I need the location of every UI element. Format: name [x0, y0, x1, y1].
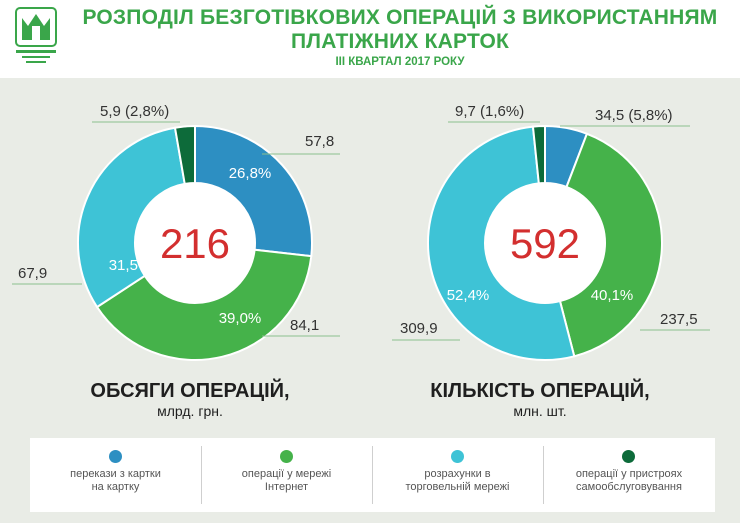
legend-swatch	[109, 450, 122, 463]
legend-label-line-2: торговельній мережі	[405, 481, 510, 493]
chart-1-title: ОБСЯГИ ОПЕРАЦІЙ,	[90, 380, 290, 402]
legend-item-self-service: операції у пристроях самообслуговування	[543, 438, 715, 512]
donut-charts: 216 26,8% 39,0% 31,5% 57,8 84,1 67,9 5,9 (2,8%)…	[12, 103, 710, 361]
page-subtitle: ІІІ КВАРТАЛ 2017 РОКУ	[335, 56, 465, 68]
header: РОЗПОДІЛ БЕЗГОТІВКОВИХ ОПЕРАЦІЙ З ВИКОРИ…	[0, 0, 740, 78]
title-line-2: ПЛАТІЖНИХ КАРТОК	[290, 30, 510, 53]
value-label-self-service: 5,9 (2,8%)	[100, 103, 169, 120]
chart-2-title: КІЛЬКІСТЬ ОПЕРАЦІЙ,	[430, 380, 650, 402]
legend-label-line-1: операції у пристроях	[575, 468, 683, 480]
legend-divider	[543, 446, 544, 504]
percent-label-retail: 31,5%	[109, 257, 152, 274]
legend-divider	[201, 446, 202, 504]
legend-label-line-2: Інтернет	[264, 481, 309, 493]
legend: перекази з картки на картку операції у м…	[30, 438, 715, 512]
legend-label-line-1: перекази з картки	[70, 468, 161, 480]
value-label-internet: 84,1	[290, 317, 319, 334]
value-label-card-to-card: 57,8	[305, 133, 334, 150]
legend-item-card-to-card: перекази з картки на картку	[30, 438, 201, 512]
percent-label-card-to-card: 26,8%	[229, 165, 272, 182]
value-label-retail: 309,9	[400, 320, 438, 337]
legend-label: перекази з картки на картку	[30, 468, 201, 494]
value-label-internet: 237,5	[660, 311, 698, 328]
legend-divider	[372, 446, 373, 504]
donut-chart-2: 592 40,1% 52,4% 34,5 (5,8%) 237,5 309,9 9,7 (1…	[392, 103, 710, 361]
title-line-1: РОЗПОДІЛ БЕЗГОТІВКОВИХ ОПЕРАЦІЙ З ВИКОРИ…	[82, 6, 718, 29]
legend-label-line-2: на картку	[91, 481, 140, 493]
chart-2-unit: млн. шт.	[513, 403, 567, 419]
legend-label-line-1: розрахунки в	[424, 468, 491, 480]
chart-total: 592	[510, 220, 580, 267]
donut-center	[135, 183, 255, 303]
percent-label-internet: 40,1%	[591, 287, 634, 304]
legend-label: операції у мережі Інтернет	[201, 468, 372, 494]
legend-label: розрахунки в торговельній мережі	[372, 468, 543, 494]
chart-total: 216	[160, 220, 230, 267]
legend-label-line-2: самообслуговування	[576, 481, 682, 493]
percent-label-retail: 52,4%	[447, 287, 490, 304]
donut-chart-1: 216 26,8% 39,0% 31,5% 57,8 84,1 67,9 5,9 (2,8%)	[12, 103, 340, 361]
legend-label-line-1: операції у мережі	[241, 468, 332, 480]
percent-label-internet: 39,0%	[219, 310, 262, 327]
legend-swatch	[622, 450, 635, 463]
legend-swatch	[280, 450, 293, 463]
chart-1-unit: млрд. грн.	[157, 403, 223, 419]
legend-item-internet: операції у мережі Інтернет	[201, 438, 372, 512]
value-label-self-service: 9,7 (1,6%)	[455, 103, 524, 120]
chart-2-caption: КІЛЬКІСТЬ ОПЕРАЦІЙ, млн. шт.	[400, 380, 680, 420]
donut-center	[485, 183, 605, 303]
national-bank-logo	[15, 7, 57, 63]
value-label-retail: 67,9	[18, 265, 47, 282]
page-title: РОЗПОДІЛ БЕЗГОТІВКОВИХ ОПЕРАЦІЙ З ВИКОРИ…	[70, 6, 730, 54]
legend-label: операції у пристроях самообслуговування	[543, 468, 715, 494]
value-label-card-to-card: 34,5 (5,8%)	[595, 107, 673, 124]
chart-1-caption: ОБСЯГИ ОПЕРАЦІЙ, млрд. грн.	[60, 380, 320, 420]
legend-item-retail: розрахунки в торговельній мережі	[372, 438, 543, 512]
legend-swatch	[451, 450, 464, 463]
